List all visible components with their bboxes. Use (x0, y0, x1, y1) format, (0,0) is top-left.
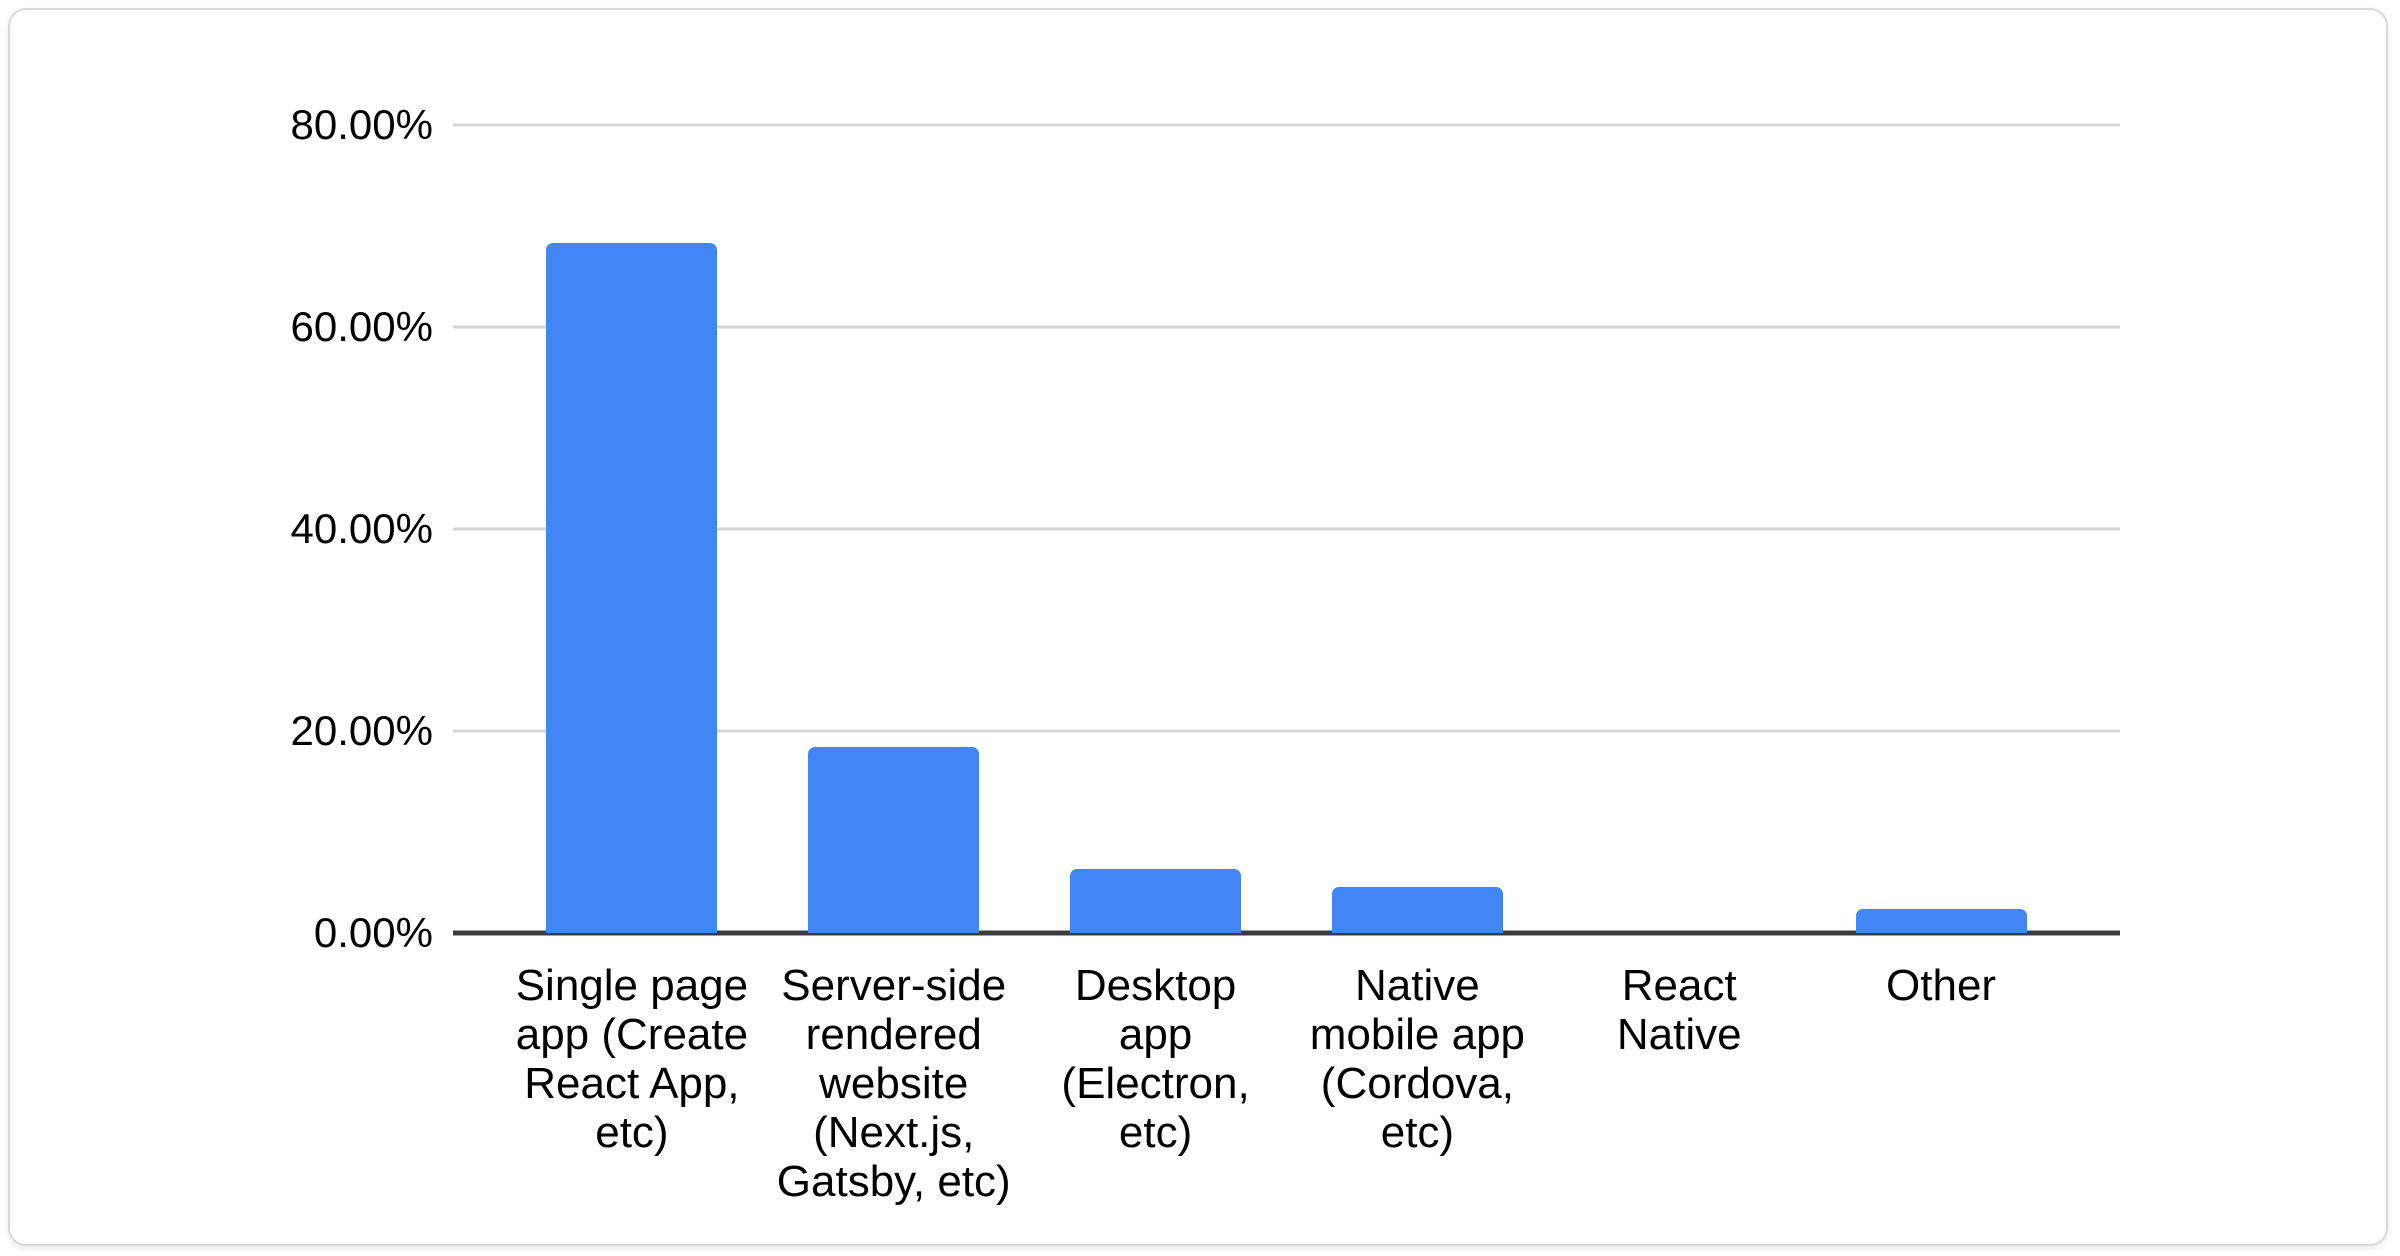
bar-slot (501, 125, 763, 933)
gridline (453, 325, 2120, 329)
chart-card: 80.00% 60.00% 40.00% 20.00% 0.00% Single pag… (8, 8, 2388, 1246)
x-axis-category-label: Native mobile app (Cordova, etc) (1309, 961, 1526, 1157)
x-axis-line (453, 930, 2120, 936)
gridline (453, 527, 2120, 531)
x-axis-category-labels: Single page app (Create React App, etc) S… (453, 961, 2120, 1206)
y-axis-tick-label: 20.00% (290, 707, 433, 754)
bar-slot (1286, 125, 1548, 933)
bar[interactable] (808, 747, 980, 933)
bar[interactable] (1331, 886, 1503, 933)
x-axis-category-label: Other (1886, 961, 1997, 1010)
y-axis-tick-label: 80.00% (290, 101, 433, 148)
y-axis-tick-label: 60.00% (290, 303, 433, 350)
bar[interactable] (1855, 908, 2027, 933)
x-axis-category-label: Single page app (Create React App, etc) (515, 961, 749, 1157)
x-axis-category-label: React Native (1616, 961, 1742, 1059)
x-axis-category-label: Server-side rendered website (Next.js, G… (776, 961, 1011, 1206)
bar[interactable] (546, 243, 718, 933)
gridline (453, 729, 2120, 733)
bar-series (453, 125, 2120, 933)
bar-slot (763, 125, 1025, 933)
x-axis-category-label: Desktop app (Electron, etc) (1061, 961, 1250, 1157)
y-axis-tick-label: 0.00% (313, 909, 433, 956)
plot-area: 80.00% 60.00% 40.00% 20.00% 0.00% (291, 104, 2120, 954)
y-axis-tick-label: 40.00% (290, 505, 433, 552)
gridline (453, 123, 2120, 127)
bar[interactable] (1070, 869, 1242, 933)
bar-slot (1548, 125, 1810, 933)
bar-slot (1810, 125, 2072, 933)
bar-slot (1025, 125, 1287, 933)
